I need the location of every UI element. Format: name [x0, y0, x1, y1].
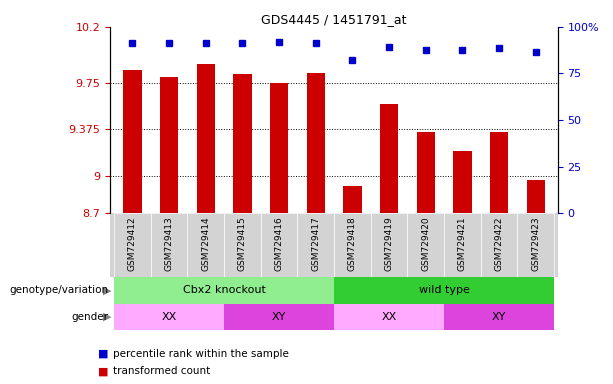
Text: GSM729414: GSM729414: [201, 216, 210, 271]
Bar: [270, 83, 288, 213]
Bar: [490, 132, 508, 213]
Bar: [334, 213, 371, 277]
Bar: [481, 213, 517, 277]
Bar: [417, 132, 435, 213]
Text: Cbx2 knockout: Cbx2 knockout: [183, 285, 265, 295]
Text: GSM729416: GSM729416: [275, 216, 284, 271]
Text: GSM729422: GSM729422: [495, 216, 504, 271]
Text: GSM729417: GSM729417: [311, 216, 320, 271]
Text: wild type: wild type: [419, 285, 470, 295]
Bar: [261, 213, 297, 277]
Text: GSM729423: GSM729423: [531, 216, 540, 271]
Text: ■: ■: [98, 366, 109, 376]
Bar: [160, 76, 178, 213]
Text: GSM729421: GSM729421: [458, 216, 467, 271]
Bar: [114, 213, 151, 277]
Bar: [444, 304, 554, 330]
Bar: [343, 186, 362, 213]
Bar: [306, 73, 325, 213]
Bar: [151, 213, 188, 277]
Text: gender: gender: [72, 312, 109, 322]
Title: GDS4445 / 1451791_at: GDS4445 / 1451791_at: [261, 13, 407, 26]
Bar: [123, 70, 142, 213]
Text: GSM729418: GSM729418: [348, 216, 357, 271]
Bar: [444, 213, 481, 277]
Text: ▶: ▶: [102, 312, 111, 322]
Text: XY: XY: [492, 312, 506, 322]
Text: GSM729413: GSM729413: [164, 216, 173, 271]
Bar: [408, 213, 444, 277]
Bar: [527, 180, 545, 213]
Bar: [380, 104, 398, 213]
Bar: [297, 213, 334, 277]
Bar: [114, 277, 334, 304]
Bar: [233, 74, 251, 213]
Text: GSM729415: GSM729415: [238, 216, 247, 271]
Text: GSM729420: GSM729420: [421, 216, 430, 271]
Text: transformed count: transformed count: [113, 366, 211, 376]
Text: GSM729419: GSM729419: [384, 216, 394, 271]
Bar: [224, 304, 334, 330]
Bar: [334, 277, 554, 304]
Text: XX: XX: [381, 312, 397, 322]
Bar: [371, 213, 408, 277]
Bar: [188, 213, 224, 277]
Text: ■: ■: [98, 349, 109, 359]
Text: genotype/variation: genotype/variation: [9, 285, 109, 295]
Bar: [197, 64, 215, 213]
Text: XX: XX: [161, 312, 177, 322]
Bar: [334, 304, 444, 330]
Bar: [453, 151, 471, 213]
Text: percentile rank within the sample: percentile rank within the sample: [113, 349, 289, 359]
Text: GSM729412: GSM729412: [128, 216, 137, 271]
Bar: [517, 213, 554, 277]
Text: XY: XY: [272, 312, 286, 322]
Text: ▶: ▶: [102, 285, 111, 295]
Bar: [224, 213, 261, 277]
Bar: [114, 304, 224, 330]
